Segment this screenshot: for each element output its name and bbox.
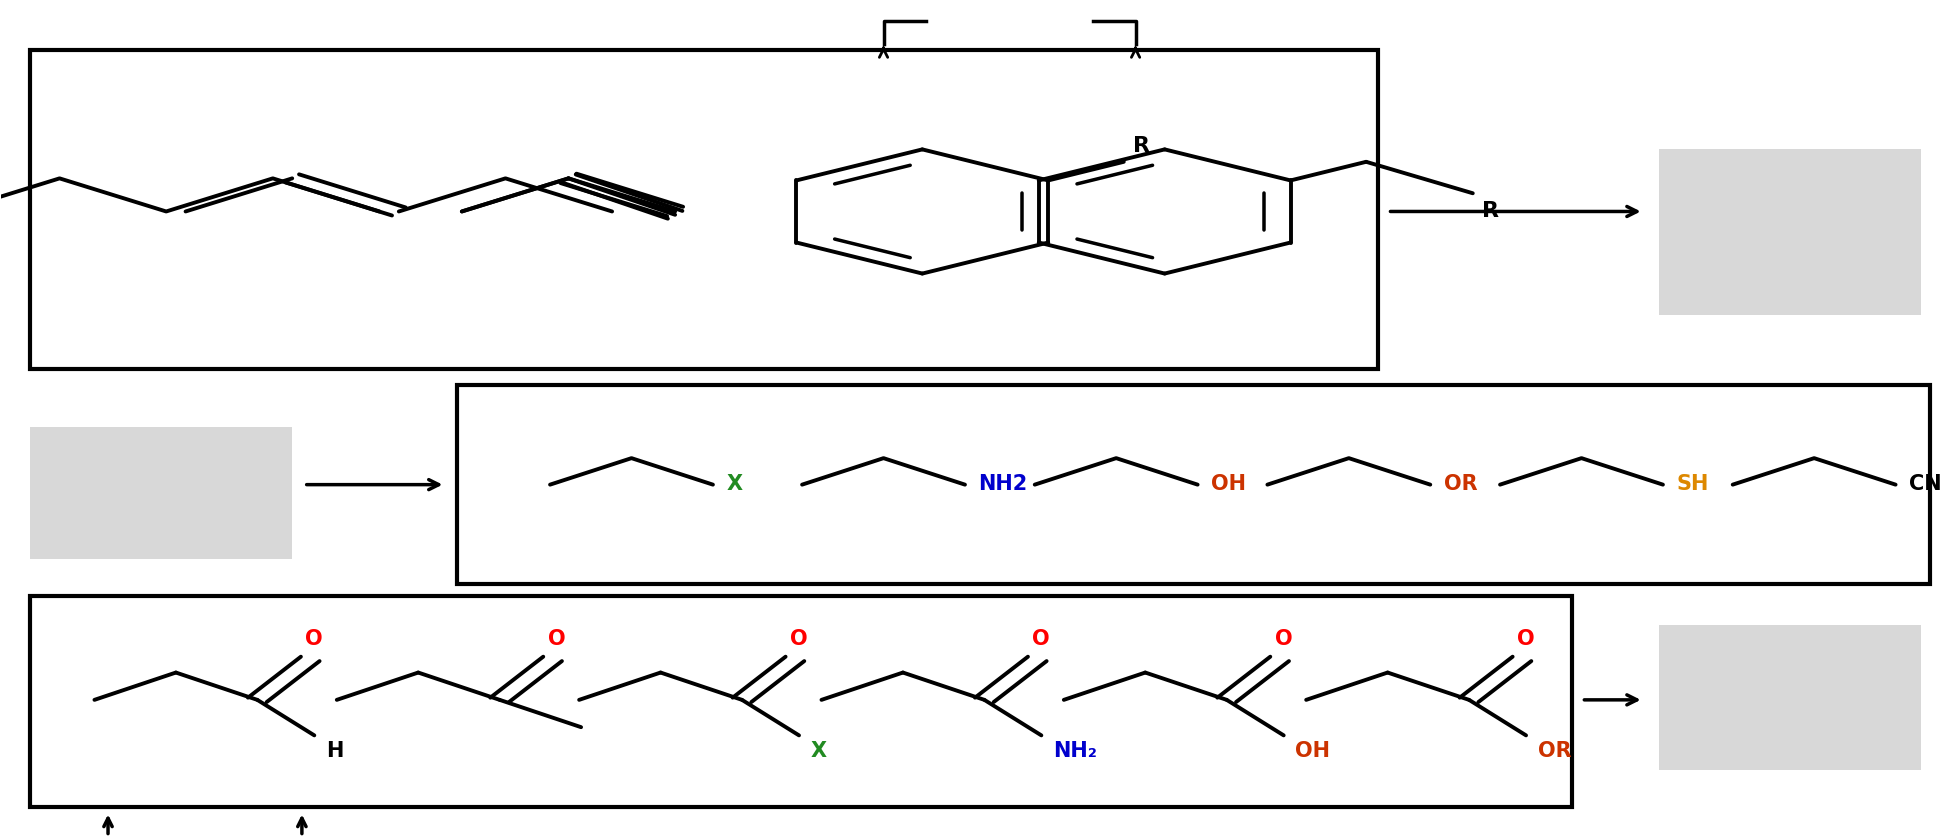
Text: OR: OR: [1539, 741, 1572, 761]
Text: NH₂: NH₂: [1053, 741, 1096, 761]
Bar: [31, 597, 1572, 808]
Text: SH: SH: [1677, 473, 1708, 493]
Text: OH: OH: [1211, 473, 1246, 493]
Text: X: X: [811, 741, 827, 761]
Text: O: O: [1517, 629, 1535, 649]
Text: O: O: [306, 629, 324, 649]
Bar: [456, 386, 1930, 584]
Text: CN: CN: [1909, 473, 1942, 493]
Text: X: X: [727, 473, 743, 493]
Bar: [31, 51, 1379, 370]
Text: O: O: [1032, 629, 1049, 649]
Text: H: H: [326, 741, 343, 761]
Bar: [1659, 150, 1921, 315]
Text: NH2: NH2: [979, 473, 1028, 493]
Text: O: O: [548, 629, 566, 649]
Bar: [1659, 625, 1921, 770]
Bar: [31, 427, 292, 559]
Text: OH: OH: [1295, 741, 1330, 761]
Text: O: O: [1275, 629, 1293, 649]
Text: R: R: [1482, 201, 1500, 221]
Text: O: O: [790, 629, 807, 649]
Text: R: R: [1133, 136, 1150, 156]
Text: OR: OR: [1443, 473, 1478, 493]
